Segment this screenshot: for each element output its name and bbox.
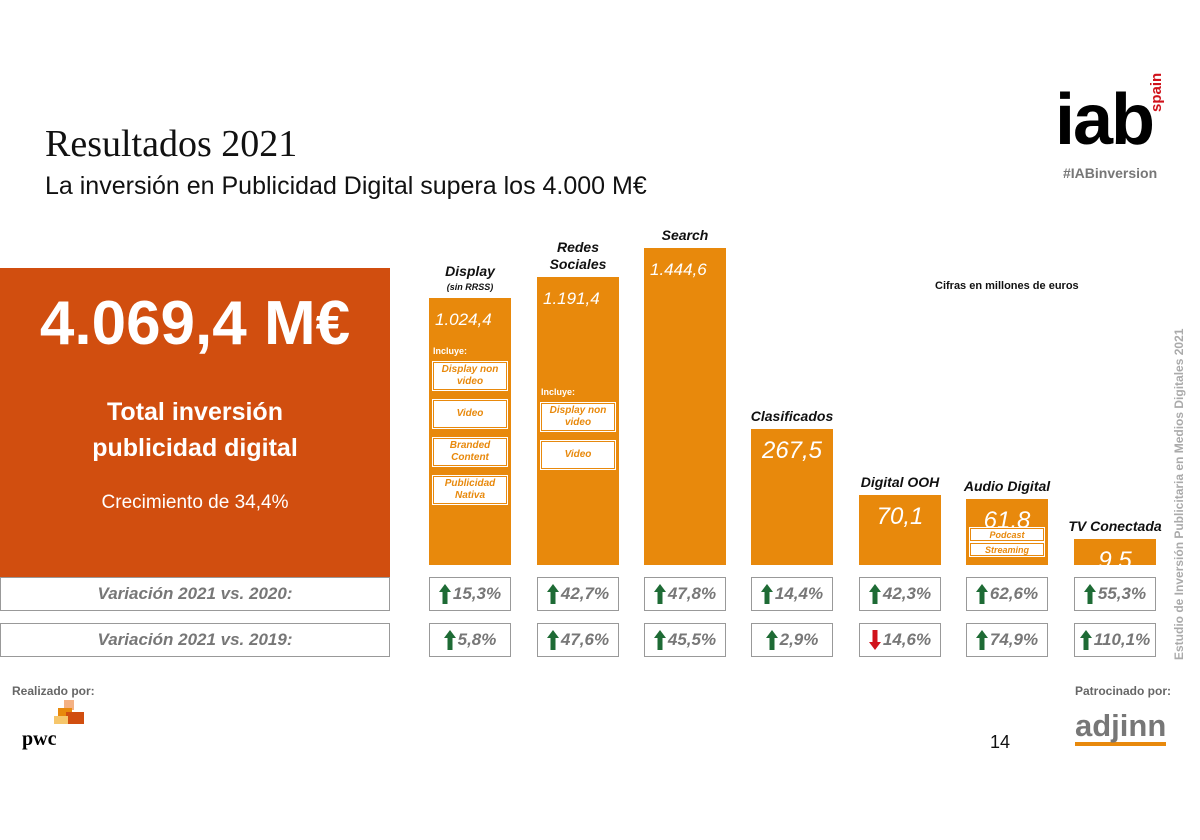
value-label: 1.444,6 [650, 260, 707, 279]
variation-label: 110,1% [1093, 630, 1151, 649]
trend-arrow [868, 630, 881, 650]
trend-arrow [975, 584, 988, 604]
variation-label: 47,6% [560, 630, 610, 649]
trend-arrow [1079, 630, 1092, 650]
variation-label: 42,3% [882, 584, 932, 603]
variation-cell: 15,3% [429, 577, 511, 611]
logo-tag: spain [1148, 72, 1165, 112]
variation-cell: 47,8% [644, 577, 726, 611]
variation-label: 14,6% [882, 630, 932, 649]
bar: 9,5 [1074, 539, 1156, 574]
value-label: 70,1 [876, 503, 924, 531]
trend-arrow [653, 584, 666, 604]
trend-arrow [653, 630, 666, 650]
bar: 1.191,4 Incluye: Display non video Video [537, 277, 619, 565]
variation-cell: 74,9% [966, 623, 1048, 657]
variation-cell: 47,6% [537, 623, 619, 657]
value-label: 9,5 [1098, 547, 1132, 575]
variation-label: 74,9% [989, 630, 1039, 649]
trend-arrow [443, 630, 456, 650]
include-item: Publicidad Nativa [432, 475, 508, 506]
sponsor-logo: adjinn [1075, 710, 1167, 746]
variation-cell: 14,4% [751, 577, 833, 611]
variation-cell: 62,6% [966, 577, 1048, 611]
variation-cell: 14,6% [859, 623, 941, 657]
trend-arrow [975, 630, 988, 650]
title: Resultados 2021 [45, 123, 298, 165]
pwc-logo: pwc [22, 728, 57, 750]
bar: 61,8 Podcast Streaming [966, 499, 1048, 565]
value-label: 267,5 [761, 436, 823, 464]
variation-label: 62,6% [989, 584, 1039, 603]
include-item: Streaming [969, 542, 1045, 558]
category-note: (sin RRSS) [446, 282, 494, 293]
row-label: Variación 2021 vs. 2019: [0, 623, 390, 657]
trend-arrow [868, 584, 881, 604]
category-label: Clasificados [750, 407, 834, 424]
variation-label: 2,9% [779, 630, 819, 649]
variation-cell: 42,3% [859, 577, 941, 611]
summary-panel: 4.069,4 M€ Total inversión publicidad di… [0, 268, 390, 577]
variation-cell: 2,9% [751, 623, 833, 657]
subtitle: La inversión en Publicidad Digital super… [45, 172, 647, 200]
category-label: Digital OOH [860, 474, 940, 491]
includes-label: Incluye: [541, 387, 576, 398]
pwc-mark [54, 700, 84, 724]
category-label: Search [661, 227, 709, 243]
bar: 1.024,4 Incluye: Display non video Video Bra… [429, 298, 511, 565]
page-number: 14 [990, 732, 1011, 752]
variation-cell: 55,3% [1074, 577, 1156, 611]
category-label: Display [445, 263, 495, 280]
includes-label: Incluye: [433, 346, 468, 357]
include-item: Video [540, 440, 616, 471]
category-label: Redes Sociales [549, 239, 607, 273]
units-note: Cifras en millones de euros [935, 280, 1079, 292]
variation-label: 42,7% [560, 584, 610, 603]
trend-arrow [546, 630, 559, 650]
variation-label: 14,4% [774, 584, 824, 603]
made-by: Realizado por: [12, 684, 95, 698]
variation-label: 45,5% [667, 630, 717, 649]
variation-label: 5,8% [457, 630, 497, 649]
category-label: Audio Digital [963, 478, 1051, 495]
value-label: 1.191,4 [543, 289, 600, 309]
variation-cell: 110,1% [1074, 623, 1156, 657]
row-label: Variación 2021 vs. 2020: [0, 577, 390, 611]
sponsor: Patrocinado por: [1075, 684, 1172, 698]
trend-arrow [1083, 584, 1096, 604]
variation-label: 55,3% [1097, 584, 1147, 603]
include-item: Display non video [540, 402, 616, 433]
variation-label: 15,3% [452, 584, 502, 603]
value-label: 1.024,4 [435, 310, 492, 330]
variation-cell: 42,7% [537, 577, 619, 611]
trend-arrow [546, 584, 559, 604]
logo-brand: iab [1055, 80, 1155, 160]
trend-arrow [765, 630, 778, 650]
variation-cell: 5,8% [429, 623, 511, 657]
include-item: Podcast [969, 527, 1045, 543]
trend-arrow [760, 584, 773, 604]
side-text: Estudio de Inversión Publicitaria en Med… [1172, 328, 1186, 660]
growth: Crecimiento de 34,4% [101, 492, 289, 513]
include-item: Video [432, 399, 508, 430]
trend-arrow [438, 584, 451, 604]
category-label: TV Conectada [1068, 518, 1162, 535]
bar: 267,5 [751, 428, 833, 565]
include-item: Branded Content [432, 437, 508, 468]
variation-label: 47,8% [667, 584, 717, 603]
total-label: Total inversión publicidad digital [92, 398, 298, 462]
include-item: Display non video [432, 361, 508, 392]
variation-cell: 45,5% [644, 623, 726, 657]
hashtag: #IABinversion [1063, 165, 1158, 181]
total: 4.069,4 M€ [39, 289, 351, 358]
bar: 70,1 [859, 495, 941, 565]
bar: 1.444,6 [644, 248, 726, 565]
